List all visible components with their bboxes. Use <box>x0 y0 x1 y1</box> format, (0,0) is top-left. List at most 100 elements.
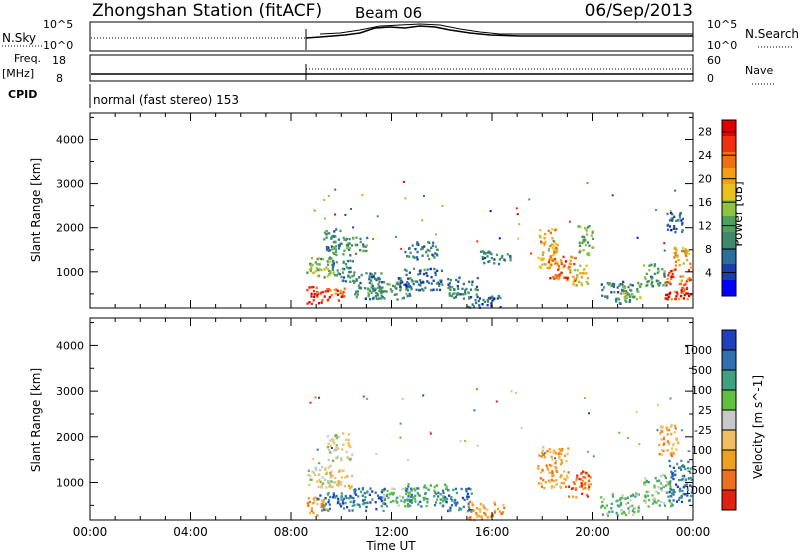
heatmap-cell <box>515 392 518 394</box>
heatmap-cell <box>545 464 548 467</box>
heatmap-cell <box>543 242 546 245</box>
heatmap-cell <box>345 496 348 500</box>
heatmap-cell <box>672 499 675 502</box>
x-tick-label: 00:00 <box>676 525 711 539</box>
heatmap-cell <box>632 507 635 511</box>
heatmap-cell <box>581 479 584 483</box>
heatmap-cell <box>688 252 691 255</box>
heatmap-cell <box>321 257 324 261</box>
heatmap-cell <box>423 268 426 272</box>
heatmap-cell <box>631 513 635 517</box>
heatmap-cell <box>316 263 319 266</box>
heatmap-cell <box>631 293 634 296</box>
heatmap-cell <box>574 488 577 491</box>
heatmap-cell <box>396 283 400 286</box>
heatmap-cell <box>669 483 672 486</box>
heatmap-cell <box>429 484 432 487</box>
heatmap-cell <box>344 238 348 242</box>
heatmap-cell <box>585 264 588 267</box>
heatmap-cell <box>576 273 579 277</box>
heatmap-cell <box>468 500 472 504</box>
heatmap-cell <box>586 277 589 280</box>
heatmap-cell <box>423 484 427 487</box>
heatmap-cell <box>496 297 499 300</box>
heatmap-cell <box>312 299 315 302</box>
heatmap-cell <box>400 499 403 502</box>
heatmap-cell <box>666 433 669 436</box>
heatmap-cell <box>601 513 604 516</box>
heatmap-cell <box>359 286 362 289</box>
nsky-label: N.Sky <box>2 31 36 45</box>
heatmap-cell <box>472 509 475 512</box>
colorbar-segment <box>722 390 736 410</box>
heatmap-cell <box>582 470 585 473</box>
heatmap-cell <box>364 495 367 499</box>
heatmap-cell <box>433 495 436 498</box>
heatmap-cell <box>612 284 615 287</box>
heatmap-cell <box>568 495 571 498</box>
heatmap-cell <box>477 299 480 303</box>
heatmap-cell <box>629 283 632 286</box>
colorbar-frame <box>721 119 737 297</box>
heatmap-cell <box>367 294 370 298</box>
heatmap-cell <box>539 229 542 232</box>
heatmap-cell <box>626 437 629 439</box>
heatmap-cell <box>381 295 384 299</box>
heatmap-cell <box>676 254 679 257</box>
heatmap-cell <box>410 288 413 291</box>
station-title: Zhongshan Station (fitACF) <box>92 1 322 21</box>
heatmap-cell <box>604 506 607 510</box>
heatmap-cell <box>552 479 555 483</box>
heatmap-cell <box>637 506 640 510</box>
heatmap-cell <box>351 260 355 263</box>
heatmap-cell <box>356 293 359 296</box>
heatmap-cell <box>325 471 328 474</box>
heatmap-cell <box>662 484 665 487</box>
y-tick-label: 1000 <box>56 266 84 279</box>
heatmap-cell <box>644 481 647 484</box>
heatmap-cell <box>685 254 688 258</box>
heatmap-cell <box>382 496 385 499</box>
heatmap-cell <box>377 277 380 280</box>
heatmap-cell <box>331 474 334 477</box>
heatmap-cell <box>644 277 647 281</box>
heatmap-cell <box>405 288 408 291</box>
heatmap-cell <box>487 297 491 300</box>
heatmap-cell <box>380 272 383 275</box>
heatmap-cell <box>449 288 452 291</box>
heatmap-cell <box>341 499 345 503</box>
heatmap-cell <box>369 501 372 504</box>
heatmap-cell <box>336 436 339 439</box>
heatmap-cell <box>370 279 373 282</box>
heatmap-cell <box>530 252 533 255</box>
heatmap-cell <box>547 247 551 251</box>
heatmap-cell <box>475 293 478 296</box>
heatmap-cell <box>682 262 685 265</box>
heatmap-cell <box>682 291 685 295</box>
heatmap-cell <box>415 256 419 259</box>
heatmap-cell <box>680 500 684 504</box>
heatmap-cell <box>316 480 319 483</box>
heatmap-cell <box>439 493 442 496</box>
heatmap-cell <box>417 487 420 490</box>
heatmap-cell <box>681 474 684 478</box>
heatmap-cell <box>346 244 350 247</box>
heatmap-cell <box>330 237 333 240</box>
heatmap-cell <box>438 288 442 292</box>
heatmap-cell <box>550 464 553 468</box>
heatmap-cell <box>345 247 349 250</box>
heatmap-cell <box>544 481 547 484</box>
heatmap-cell <box>611 194 614 197</box>
colorbar-segment <box>722 330 736 350</box>
heatmap-cell <box>474 298 477 302</box>
heatmap-cell <box>503 258 506 261</box>
heatmap-cell <box>610 284 613 288</box>
heatmap-cell <box>601 500 604 504</box>
heatmap-cell <box>679 282 682 286</box>
heatmap-cell <box>328 503 331 506</box>
heatmap-cell <box>542 478 545 482</box>
heatmap-cell <box>328 260 331 263</box>
heatmap-cell <box>490 252 493 256</box>
heatmap-cell <box>310 292 313 295</box>
heatmap-cell <box>635 492 638 495</box>
